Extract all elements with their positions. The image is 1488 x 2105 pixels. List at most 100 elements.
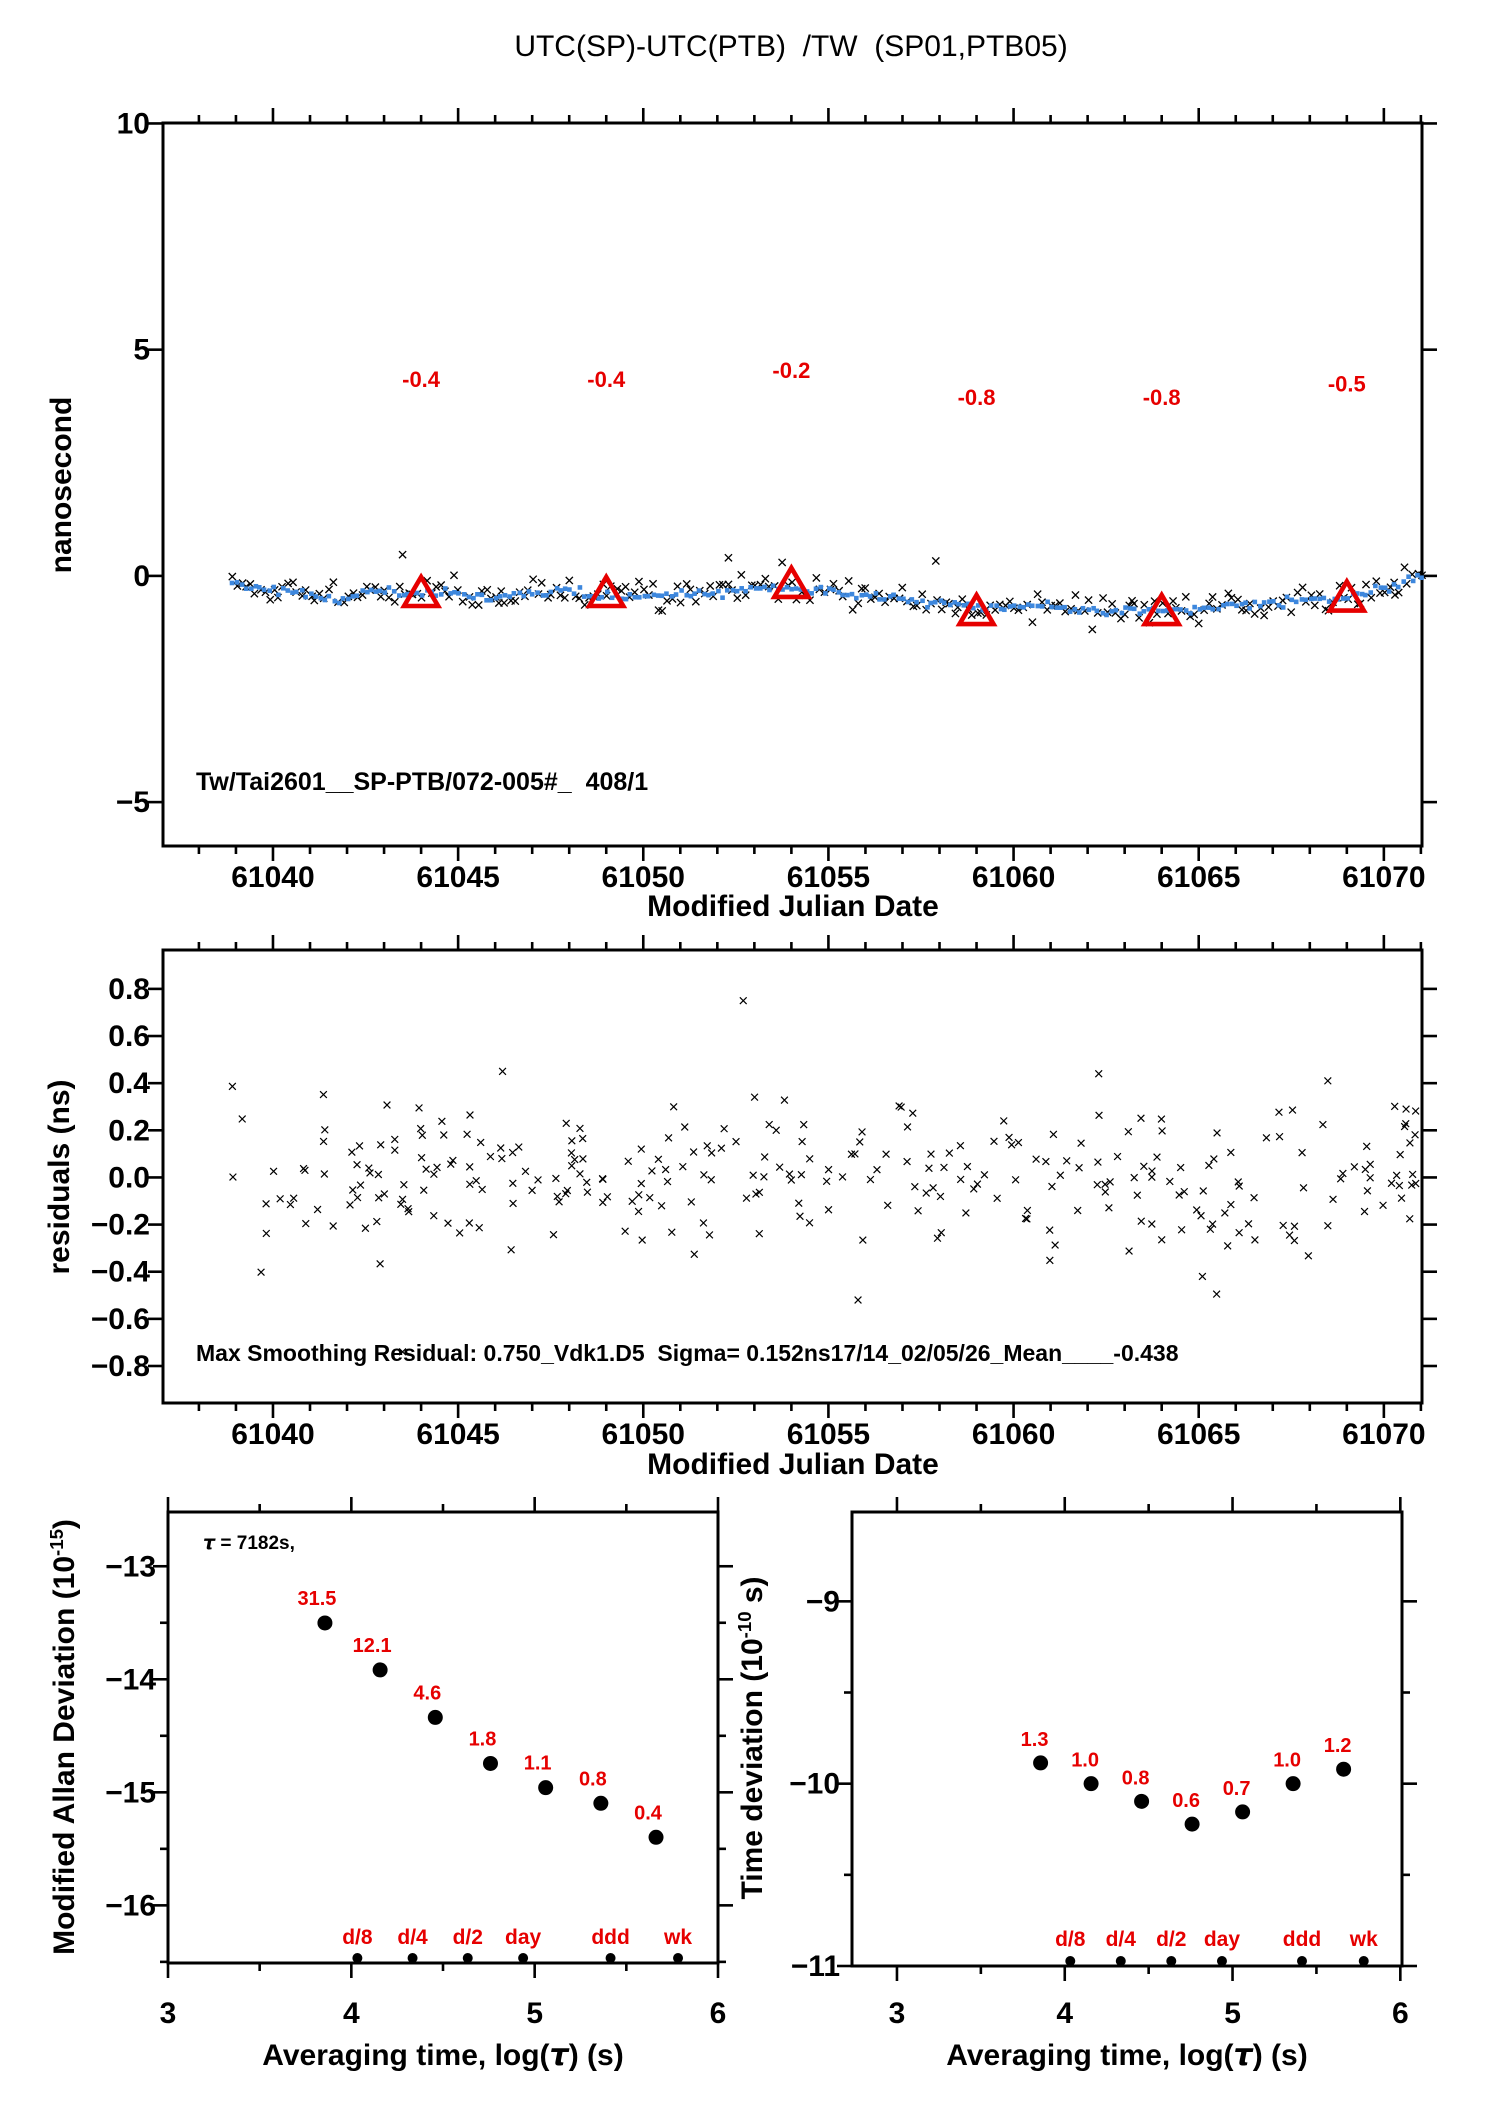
mdev-point [317, 1615, 333, 1631]
mdev-panel-ytick-label: −15 [105, 1776, 156, 1809]
smoothed-point [873, 591, 879, 596]
residual-point-x [301, 1219, 310, 1228]
smoothed-point [313, 594, 319, 599]
residual-point-x [1212, 1290, 1221, 1298]
residual-point-x [567, 1161, 576, 1170]
residual-point-x [1392, 1171, 1401, 1180]
smoothed-point [340, 596, 346, 601]
residual-point-x [999, 1117, 1008, 1125]
residual-point-x [463, 1130, 471, 1139]
smoothed-point [581, 594, 587, 599]
residual-point-x [707, 1149, 716, 1157]
residual-point-x [1396, 1150, 1405, 1159]
top-panel-xtick-label: 61040 [231, 861, 314, 894]
raw-point-x [898, 583, 907, 592]
raw-point-x [662, 596, 672, 605]
tdev-point-label: 1.3 [1021, 1729, 1049, 1751]
residual-point-x [927, 1150, 935, 1158]
residual-point-x [576, 1170, 584, 1178]
raw-point-x [1108, 599, 1117, 608]
residual-point-x [634, 1190, 643, 1199]
raw-point-x [918, 590, 927, 599]
residual-point-x [1101, 1180, 1109, 1189]
residuals-xtick-label: 61045 [416, 1418, 499, 1451]
mdev-point [427, 1709, 443, 1725]
smoothed-point [544, 593, 549, 598]
residual-point-x [1323, 1077, 1332, 1085]
residual-point-x [1046, 1256, 1054, 1265]
smoothed-point [1201, 605, 1207, 611]
smoothed-point [710, 591, 716, 596]
residual-point-x [397, 1200, 405, 1209]
smoothed-point [354, 593, 360, 599]
residuals-ytick-label: −0.6 [91, 1303, 150, 1336]
smoothed-point [1131, 606, 1137, 612]
residual-point-x [799, 1120, 808, 1129]
raw-point-x [737, 570, 746, 579]
residuals-xtick-label: 61055 [787, 1418, 870, 1451]
smoothed-point [642, 593, 648, 599]
mdev-panel-ytick-label: −14 [105, 1663, 156, 1696]
smoothed-point [1178, 607, 1183, 612]
calibration-triangle [1325, 576, 1368, 613]
residual-point-x [956, 1175, 965, 1184]
residual-point-x [400, 1180, 408, 1189]
raw-point-x [556, 591, 565, 600]
tau-note-symbol: τ [203, 1532, 216, 1554]
smoothed-point [1210, 606, 1216, 612]
tdev-point-label: 0.7 [1223, 1778, 1251, 1800]
smoothed-point [391, 589, 397, 594]
smoothed-point [896, 596, 902, 601]
residual-point-x [742, 1194, 751, 1202]
raw-point-x [1194, 619, 1203, 628]
smoothed-point [1234, 603, 1239, 609]
residual-point-x [229, 1173, 237, 1181]
residual-point-x [638, 1236, 647, 1244]
smoothed-point [1221, 602, 1226, 608]
residual-point-x [678, 1162, 687, 1171]
residual-point-x [797, 1170, 806, 1179]
residual-point-x [794, 1199, 803, 1207]
residual-point-x [1042, 1157, 1050, 1166]
smoothed-point [1086, 607, 1092, 613]
raw-point-x [1260, 611, 1269, 620]
smoothed-point [1062, 604, 1067, 610]
residual-point-x [416, 1124, 425, 1133]
tdev-point [1184, 1816, 1200, 1832]
raw-point-x [1028, 618, 1037, 627]
residual-point-x [963, 1162, 972, 1171]
smoothed-point [554, 586, 560, 591]
tdev-point [1235, 1804, 1251, 1820]
mdev-point [538, 1780, 554, 1796]
residual-point-x [1175, 1191, 1184, 1199]
residual-point-x [390, 1135, 399, 1144]
smoothed-point [1401, 579, 1407, 584]
tdev-panel-category-dot [1297, 1956, 1307, 1966]
residual-point-x [439, 1131, 448, 1139]
smoothed-point [456, 591, 461, 596]
mdev-panel-xtick-label: 5 [526, 1997, 543, 2030]
smoothed-point [448, 591, 453, 596]
residual-point-x [914, 1206, 922, 1215]
smoothed-point [1317, 596, 1322, 602]
residual-point-x [1379, 1201, 1387, 1210]
residual-point-x [301, 1166, 309, 1175]
residual-point-x [805, 1218, 814, 1227]
smoothed-point [877, 597, 882, 602]
raw-point-x [1390, 590, 1400, 599]
smoothed-point [1035, 603, 1041, 609]
calibration-value-label: -0.4 [587, 367, 626, 392]
residual-point-x [1285, 1231, 1294, 1239]
mdev-panel-ylabel: Modified Allan Deviation (10-15) [46, 1519, 82, 1955]
residual-point-x [380, 1190, 389, 1198]
residual-outlier-x [1198, 1272, 1207, 1281]
smoothed-point [882, 597, 887, 602]
smoothed-point [322, 597, 328, 603]
mdev-panel-category-dot [605, 1953, 616, 1963]
smoothed-point [1025, 602, 1031, 607]
smoothed-point [762, 584, 767, 590]
residual-point-x [1137, 1114, 1145, 1123]
smoothed-point [840, 592, 845, 598]
residual-point-x [1148, 1173, 1156, 1181]
residual-point-x [1075, 1163, 1083, 1172]
